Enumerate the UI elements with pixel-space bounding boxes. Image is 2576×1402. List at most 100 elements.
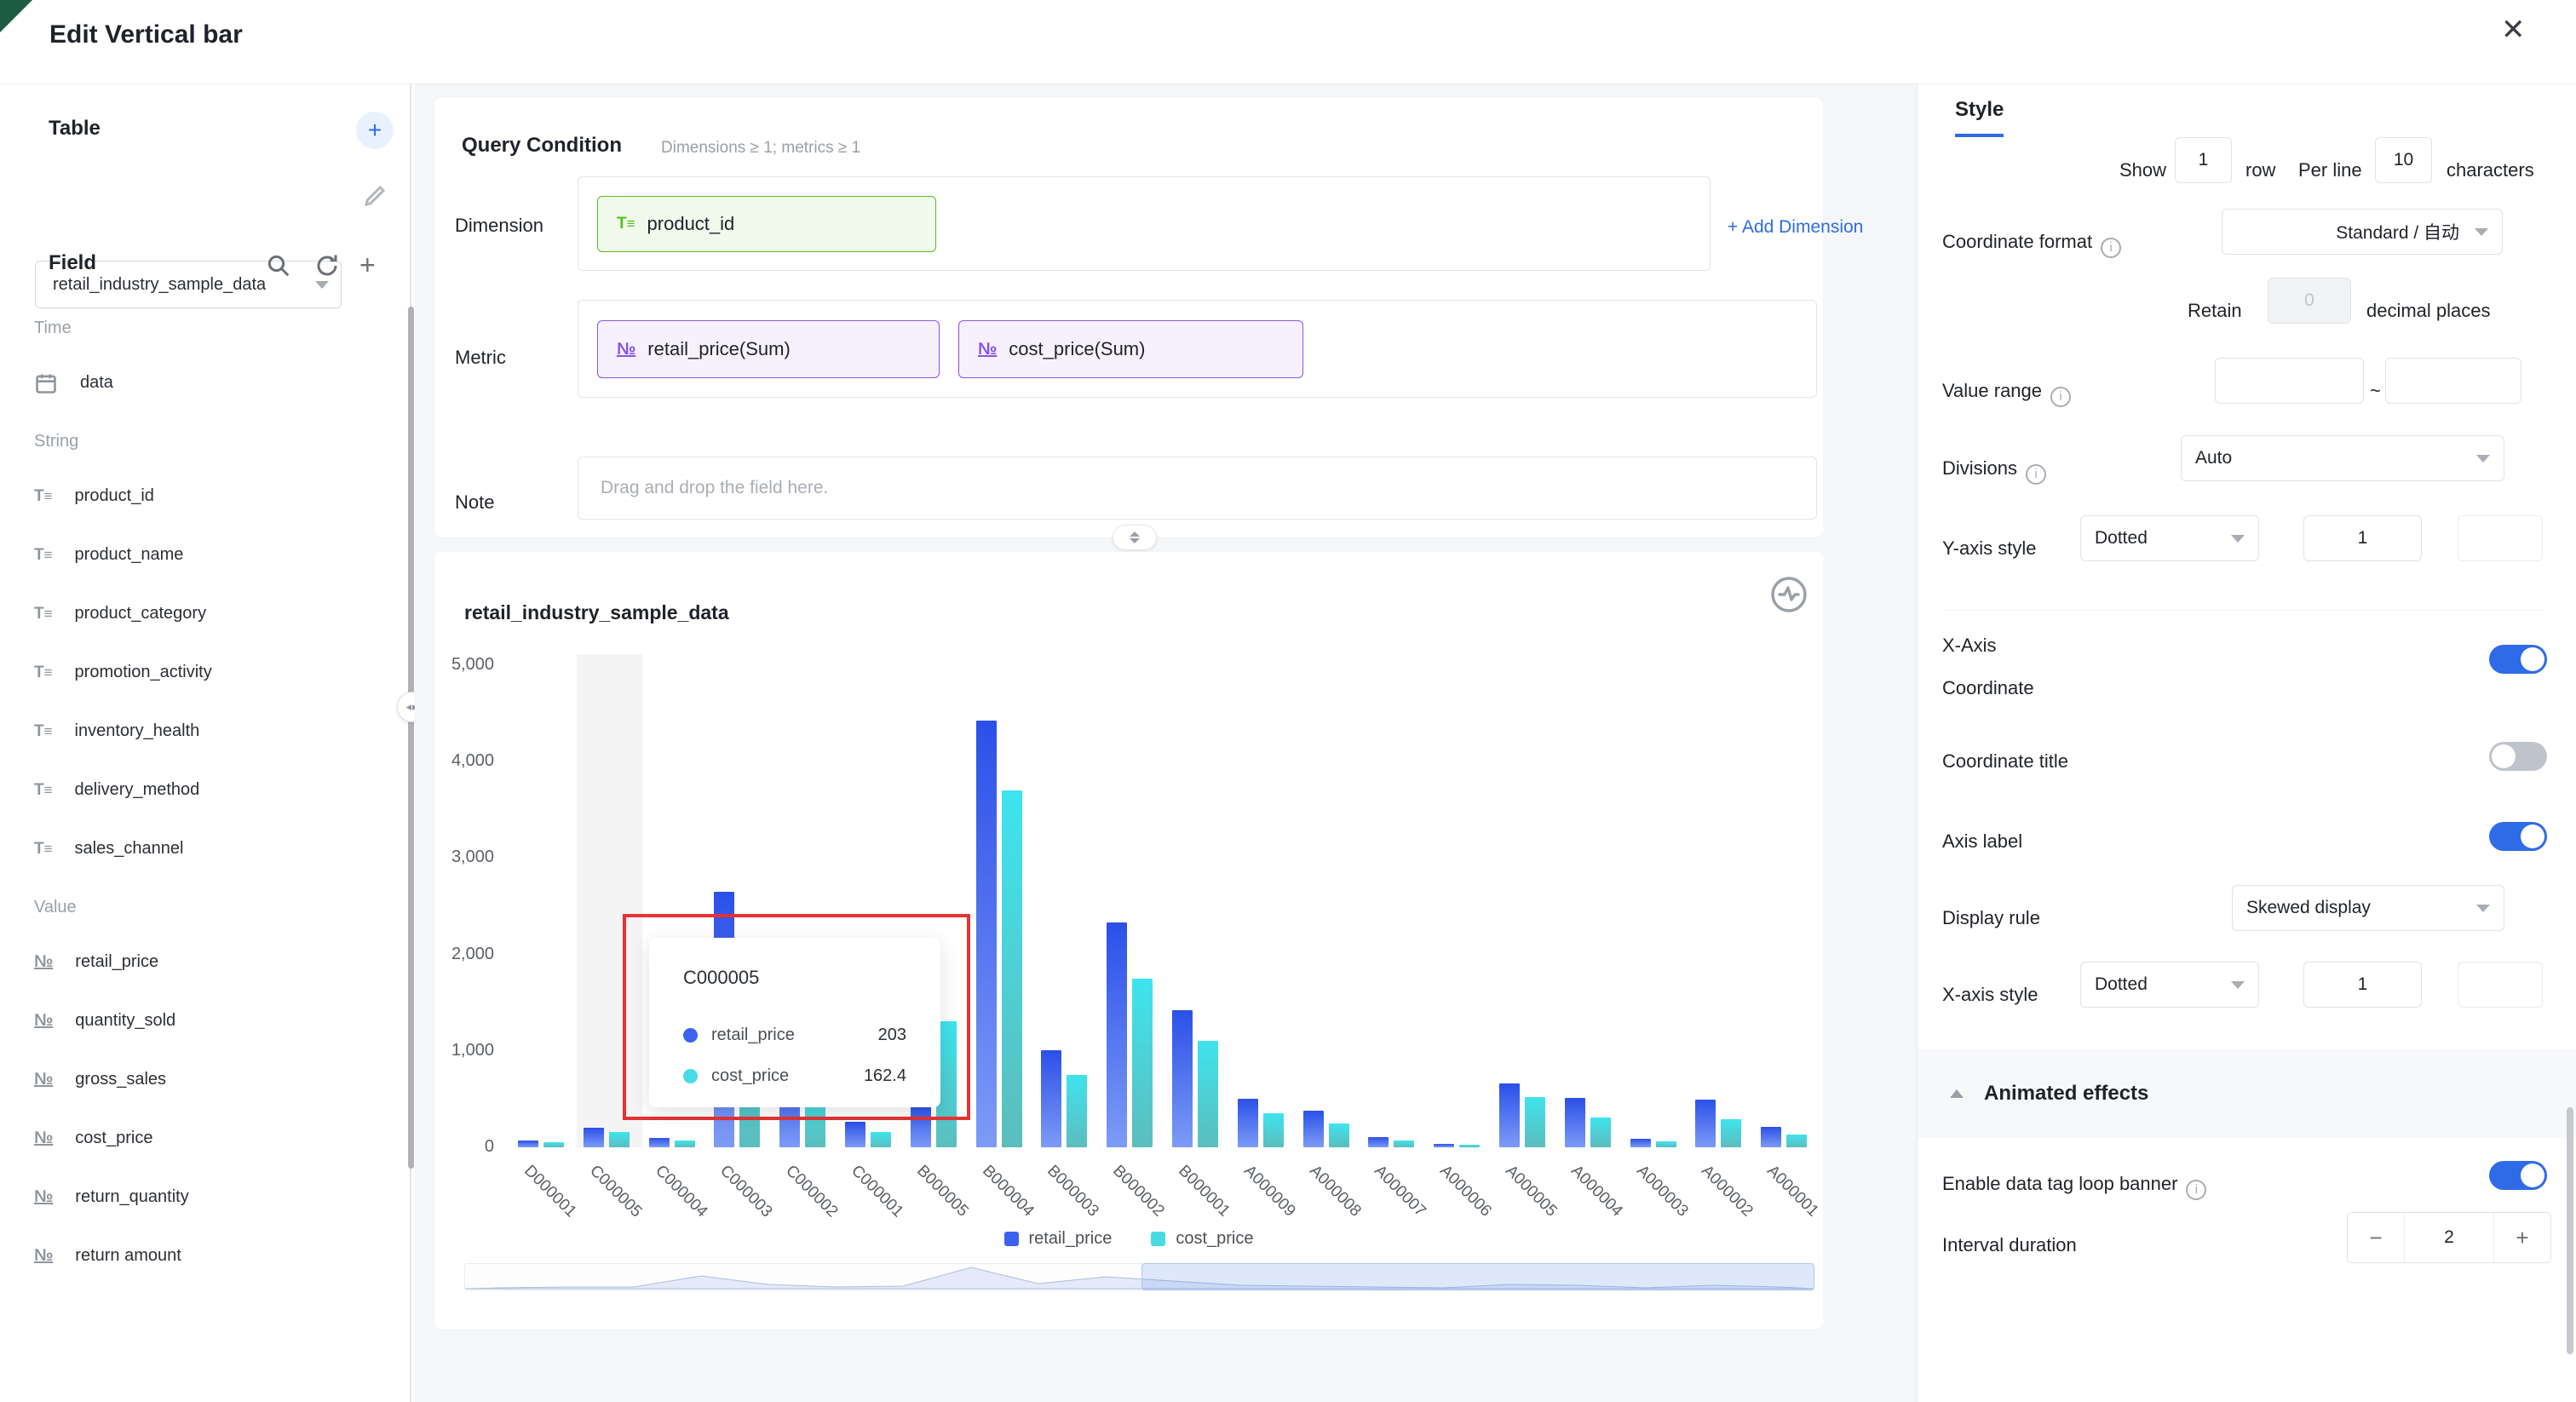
bar-cost_price-A000009[interactable] bbox=[1262, 1112, 1284, 1147]
per-line-input[interactable]: 10 bbox=[2375, 137, 2432, 183]
bar-cost_price-D000001[interactable] bbox=[543, 1141, 564, 1147]
field-item[interactable]: T≡ product_category bbox=[34, 584, 392, 643]
edit-pencil-icon[interactable] bbox=[362, 183, 388, 209]
bar-cost_price-B000002[interactable] bbox=[1132, 978, 1153, 1147]
bar-retail_price-C000004[interactable] bbox=[648, 1137, 670, 1147]
bar-retail_price-A000009[interactable] bbox=[1237, 1098, 1258, 1147]
metric-chip[interactable]: № retail_price(Sum) bbox=[597, 320, 940, 378]
metric-dropzone[interactable]: № retail_price(Sum) № cost_price(Sum) bbox=[578, 300, 1817, 398]
field-item[interactable]: T≡ product_name bbox=[34, 526, 392, 584]
bar-cost_price-B000003[interactable] bbox=[1067, 1075, 1088, 1147]
refresh-icon[interactable] bbox=[314, 253, 340, 279]
add-dimension-link[interactable]: + Add Dimension bbox=[1728, 217, 1864, 237]
left-scrollbar[interactable] bbox=[408, 307, 414, 1169]
divisions-select[interactable]: Auto bbox=[2181, 435, 2504, 481]
table-select[interactable]: retail_industry_sample_data bbox=[35, 261, 342, 308]
tab-style[interactable]: Style bbox=[1955, 98, 2004, 137]
bar-retail_price-B000003[interactable] bbox=[1041, 1049, 1062, 1147]
y-axis-color-picker[interactable] bbox=[2458, 515, 2543, 561]
metric-chip[interactable]: № cost_price(Sum) bbox=[958, 320, 1303, 378]
chevron-up-icon bbox=[1130, 531, 1140, 537]
value-range-min-input[interactable] bbox=[2215, 358, 2364, 404]
bar-retail_price-A000006[interactable] bbox=[1434, 1144, 1455, 1147]
bar-retail_price-B000002[interactable] bbox=[1107, 922, 1128, 1147]
close-icon[interactable]: ✕ bbox=[2501, 14, 2526, 46]
datazoom-window[interactable] bbox=[1141, 1263, 1814, 1290]
y-axis-line-type-select[interactable]: Dotted bbox=[2080, 515, 2259, 561]
dimension-chip[interactable]: T≡ product_id bbox=[597, 196, 936, 252]
bar-retail_price-B000005[interactable] bbox=[910, 1105, 931, 1147]
interval-duration-stepper: − 2 + bbox=[2347, 1212, 2551, 1263]
bar-cost_price-C000001[interactable] bbox=[871, 1131, 891, 1147]
coordinate-format-select[interactable]: Standard / 自动 bbox=[2222, 209, 2503, 255]
stepper-minus-button[interactable]: − bbox=[2348, 1213, 2404, 1262]
bar-cost_price-A000006[interactable] bbox=[1459, 1145, 1481, 1147]
animated-effects-section[interactable]: Animated effects bbox=[1918, 1049, 2576, 1138]
chart-activity-icon[interactable] bbox=[1770, 576, 1808, 613]
bar-cost_price-C000005[interactable] bbox=[608, 1131, 630, 1147]
x-axis-line-width-input[interactable]: 1 bbox=[2303, 962, 2422, 1008]
y-axis-line-width-input[interactable]: 1 bbox=[2303, 515, 2422, 561]
bar-cost_price-A000003[interactable] bbox=[1655, 1141, 1676, 1147]
bar-cost_price-A000004[interactable] bbox=[1590, 1117, 1611, 1147]
y-axis-tick-label: 4,000 bbox=[451, 751, 494, 771]
field-item[interactable]: № return amount bbox=[34, 1227, 392, 1285]
x-axis-coordinate-toggle[interactable] bbox=[2489, 645, 2547, 674]
note-dropzone[interactable]: Drag and drop the field here. bbox=[578, 457, 1817, 520]
field-item[interactable]: № return_quantity bbox=[34, 1168, 392, 1227]
bar-retail_price-B000001[interactable] bbox=[1172, 1009, 1193, 1147]
bar-retail_price-A000003[interactable] bbox=[1630, 1138, 1651, 1147]
field-item[interactable]: T≡ delivery_method bbox=[34, 761, 392, 819]
bar-retail_price-C000005[interactable] bbox=[583, 1128, 604, 1147]
bar-retail_price-B000004[interactable] bbox=[975, 720, 997, 1147]
collapse-query-pill[interactable] bbox=[1113, 525, 1157, 550]
field-item[interactable]: № quantity_sold bbox=[34, 991, 392, 1050]
field-item[interactable]: № gross_sales bbox=[34, 1050, 392, 1109]
bar-cost_price-A000002[interactable] bbox=[1721, 1118, 1742, 1147]
right-scrollbar[interactable] bbox=[2567, 1107, 2573, 1354]
bar-cost_price-A000001[interactable] bbox=[1786, 1134, 1808, 1147]
field-item[interactable]: T≡ promotion_activity bbox=[34, 643, 392, 702]
field-item[interactable]: data bbox=[34, 353, 392, 412]
x-axis-line-type-select[interactable]: Dotted bbox=[2080, 962, 2259, 1008]
chevron-down-icon bbox=[2476, 454, 2490, 463]
field-item[interactable]: T≡ sales_channel bbox=[34, 819, 392, 878]
bar-cost_price-A000007[interactable] bbox=[1394, 1141, 1415, 1147]
add-field-icon[interactable]: + bbox=[359, 250, 376, 280]
bar-retail_price-A000004[interactable] bbox=[1564, 1097, 1585, 1147]
bar-cost_price-B000004[interactable] bbox=[1001, 790, 1022, 1147]
bar-cost_price-B000001[interactable] bbox=[1198, 1040, 1218, 1147]
bar-cost_price-A000005[interactable] bbox=[1525, 1097, 1545, 1147]
stepper-plus-button[interactable]: + bbox=[2494, 1213, 2550, 1262]
bar-retail_price-C000001[interactable] bbox=[845, 1122, 865, 1147]
coordinate-title-toggle[interactable] bbox=[2489, 742, 2547, 771]
field-item[interactable]: № cost_price bbox=[34, 1109, 392, 1168]
bar-retail_price-A000002[interactable] bbox=[1695, 1099, 1716, 1147]
bar-cost_price-C000004[interactable] bbox=[674, 1141, 695, 1147]
retain-decimals-input[interactable]: 0 bbox=[2268, 278, 2351, 324]
datazoom-track[interactable] bbox=[464, 1263, 1814, 1290]
bar-retail_price-A000001[interactable] bbox=[1761, 1127, 1782, 1147]
dimension-dropzone[interactable]: T≡ product_id bbox=[578, 176, 1711, 271]
x-axis-color-picker[interactable] bbox=[2458, 962, 2543, 1008]
bar-retail_price-A000005[interactable] bbox=[1499, 1083, 1520, 1147]
legend-item-cost_price[interactable]: cost_price bbox=[1151, 1229, 1253, 1249]
legend-label: cost_price bbox=[1176, 1229, 1254, 1248]
display-rule-select[interactable]: Skewed display bbox=[2232, 885, 2504, 931]
value-range-max-input[interactable] bbox=[2385, 358, 2521, 404]
bar-cost_price-A000008[interactable] bbox=[1328, 1123, 1349, 1147]
loop-banner-toggle[interactable] bbox=[2489, 1161, 2547, 1190]
field-item[interactable]: T≡ inventory_health bbox=[34, 702, 392, 761]
field-item[interactable]: № retail_price bbox=[34, 933, 392, 991]
bar-retail_price-A000008[interactable] bbox=[1302, 1110, 1324, 1147]
search-icon[interactable] bbox=[266, 253, 291, 279]
show-rows-input[interactable]: 1 bbox=[2175, 137, 2232, 183]
axis-label-toggle[interactable] bbox=[2489, 822, 2547, 851]
add-table-button[interactable]: + bbox=[356, 112, 394, 149]
number-field-icon: № bbox=[617, 339, 636, 359]
legend-item-retail_price[interactable]: retail_price bbox=[1003, 1229, 1112, 1249]
field-item[interactable]: T≡ product_id bbox=[34, 467, 392, 526]
bar-retail_price-A000007[interactable] bbox=[1368, 1137, 1389, 1147]
bar-retail_price-D000001[interactable] bbox=[518, 1140, 538, 1147]
x-axis-tick-label: A000006 bbox=[1436, 1162, 1495, 1221]
